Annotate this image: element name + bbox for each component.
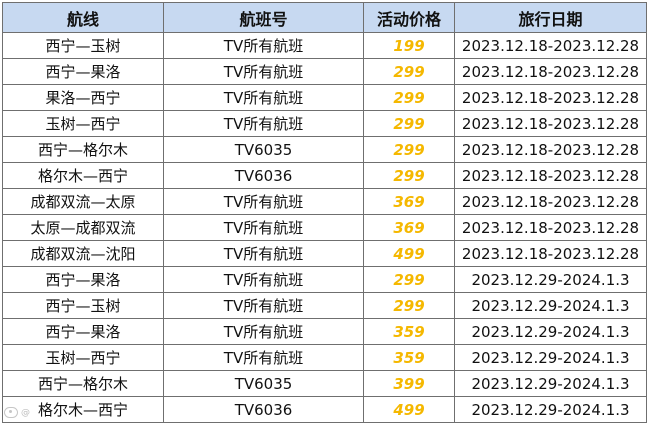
table-row: 西宁—果洛 TV所有航班 299 2023.12.18-2023.12.28 [2, 58, 647, 85]
header-dates: 旅行日期 [454, 2, 647, 33]
route-cell: 成都双流—太原 [2, 188, 164, 215]
table-row: 西宁—果洛 TV所有航班 359 2023.12.29-2024.1.3 [2, 318, 647, 345]
header-flight: 航班号 [163, 2, 364, 33]
price-cell: 369 [363, 188, 455, 215]
header-row: 航线 航班号 活动价格 旅行日期 [2, 2, 647, 33]
route-cell: 西宁—果洛 [2, 318, 164, 345]
dates-cell: 2023.12.18-2023.12.28 [454, 32, 647, 59]
flight-cell: TV所有航班 [163, 240, 364, 267]
route-cell: 成都双流—沈阳 [2, 240, 164, 267]
flight-cell: TV6035 [163, 370, 364, 397]
dates-cell: 2023.12.29-2024.1.3 [454, 266, 647, 293]
flight-cell: TV6036 [163, 396, 364, 423]
fare-table-body: 西宁—玉树 TV所有航班 199 2023.12.18-2023.12.28 西… [2, 32, 647, 423]
price-cell: 499 [363, 240, 455, 267]
dates-cell: 2023.12.29-2024.1.3 [454, 396, 647, 423]
price-cell: 369 [363, 214, 455, 241]
table-row: 格尔木—西宁 TV6036 299 2023.12.18-2023.12.28 [2, 162, 647, 189]
price-cell: 399 [363, 370, 455, 397]
flight-cell: TV所有航班 [163, 32, 364, 59]
flight-cell: TV所有航班 [163, 188, 364, 215]
price-cell: 199 [363, 32, 455, 59]
table-row: 西宁—格尔木 TV6035 299 2023.12.18-2023.12.28 [2, 136, 647, 163]
fare-table-head: 航线 航班号 活动价格 旅行日期 [2, 2, 647, 33]
flight-cell: TV所有航班 [163, 318, 364, 345]
price-cell: 299 [363, 110, 455, 137]
price-cell: 359 [363, 318, 455, 345]
price-cell: 299 [363, 58, 455, 85]
table-row: 成都双流—太原 TV所有航班 369 2023.12.18-2023.12.28 [2, 188, 647, 215]
route-cell: 西宁—格尔木 [2, 136, 164, 163]
dates-cell: 2023.12.18-2023.12.28 [454, 136, 647, 163]
price-cell: 299 [363, 84, 455, 111]
flight-cell: TV所有航班 [163, 214, 364, 241]
flight-cell: TV所有航班 [163, 266, 364, 293]
price-cell: 299 [363, 162, 455, 189]
price-cell: 359 [363, 344, 455, 371]
flight-cell: TV6036 [163, 162, 364, 189]
flight-cell: TV所有航班 [163, 58, 364, 85]
flight-cell: TV所有航班 [163, 84, 364, 111]
price-cell: 299 [363, 292, 455, 319]
price-cell: 299 [363, 136, 455, 163]
price-cell: 499 [363, 396, 455, 423]
table-row: 玉树—西宁 TV所有航班 359 2023.12.29-2024.1.3 [2, 344, 647, 371]
table-row: 西宁—玉树 TV所有航班 299 2023.12.29-2024.1.3 [2, 292, 647, 319]
header-price: 活动价格 [363, 2, 455, 33]
route-cell: 西宁—果洛 [2, 58, 164, 85]
dates-cell: 2023.12.18-2023.12.28 [454, 84, 647, 111]
route-cell: 果洛—西宁 [2, 84, 164, 111]
table-row: 格尔木—西宁 TV6036 499 2023.12.29-2024.1.3 [2, 396, 647, 423]
route-cell: 西宁—格尔木 [2, 370, 164, 397]
table-row: 玉树—西宁 TV所有航班 299 2023.12.18-2023.12.28 [2, 110, 647, 137]
dates-cell: 2023.12.18-2023.12.28 [454, 58, 647, 85]
route-cell: 太原—成都双流 [2, 214, 164, 241]
dates-cell: 2023.12.18-2023.12.28 [454, 240, 647, 267]
table-row: 果洛—西宁 TV所有航班 299 2023.12.18-2023.12.28 [2, 84, 647, 111]
flight-cell: TV所有航班 [163, 292, 364, 319]
logo-icon [4, 407, 18, 418]
watermark: @ [4, 407, 30, 418]
table-row: 太原—成都双流 TV所有航班 369 2023.12.18-2023.12.28 [2, 214, 647, 241]
table-row: 西宁—格尔木 TV6035 399 2023.12.29-2024.1.3 [2, 370, 647, 397]
dates-cell: 2023.12.29-2024.1.3 [454, 344, 647, 371]
dates-cell: 2023.12.18-2023.12.28 [454, 162, 647, 189]
dates-cell: 2023.12.29-2024.1.3 [454, 292, 647, 319]
flight-cell: TV6035 [163, 136, 364, 163]
route-cell: 西宁—果洛 [2, 266, 164, 293]
table-row: 成都双流—沈阳 TV所有航班 499 2023.12.18-2023.12.28 [2, 240, 647, 267]
flight-cell: TV所有航班 [163, 344, 364, 371]
route-cell: 西宁—玉树 [2, 292, 164, 319]
route-cell: 西宁—玉树 [2, 32, 164, 59]
price-cell: 299 [363, 266, 455, 293]
table-row: 西宁—玉树 TV所有航班 199 2023.12.18-2023.12.28 [2, 32, 647, 59]
dates-cell: 2023.12.18-2023.12.28 [454, 214, 647, 241]
watermark-text: @ [21, 407, 30, 418]
table-row: 西宁—果洛 TV所有航班 299 2023.12.29-2024.1.3 [2, 266, 647, 293]
route-cell: 格尔木—西宁 [2, 396, 164, 423]
dates-cell: 2023.12.18-2023.12.28 [454, 110, 647, 137]
route-cell: 玉树—西宁 [2, 344, 164, 371]
route-cell: 格尔木—西宁 [2, 162, 164, 189]
dates-cell: 2023.12.18-2023.12.28 [454, 188, 647, 215]
route-cell: 玉树—西宁 [2, 110, 164, 137]
dates-cell: 2023.12.29-2024.1.3 [454, 318, 647, 345]
dates-cell: 2023.12.29-2024.1.3 [454, 370, 647, 397]
header-route: 航线 [2, 2, 164, 33]
flight-cell: TV所有航班 [163, 110, 364, 137]
